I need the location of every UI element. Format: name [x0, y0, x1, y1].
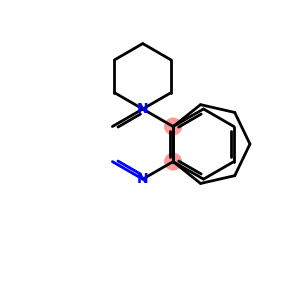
Circle shape — [165, 153, 182, 170]
Circle shape — [165, 118, 182, 135]
Text: N: N — [137, 102, 148, 116]
Text: N: N — [137, 172, 148, 186]
